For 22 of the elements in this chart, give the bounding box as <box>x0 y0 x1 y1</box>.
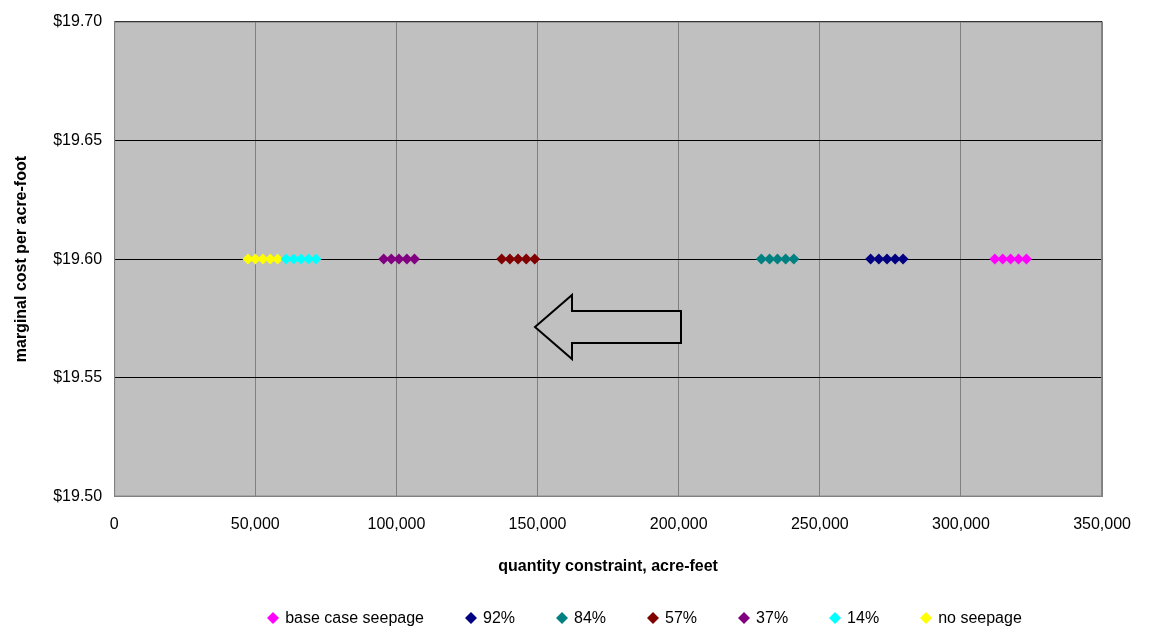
x-tick-label: 350,000 <box>1073 514 1132 532</box>
legend-label: 57% <box>665 609 698 627</box>
x-axis-title: quantity constraint, acre-feet <box>498 556 719 574</box>
legend-label: base case seepage <box>285 609 424 627</box>
y-tick-label: $19.60 <box>53 249 103 267</box>
legend-label: 14% <box>847 609 880 627</box>
y-tick-label: $19.70 <box>53 12 103 30</box>
x-tick-label: 50,000 <box>230 514 280 532</box>
y-tick-label: $19.65 <box>53 130 103 148</box>
y-axis-title: marginal cost per acre-foot <box>12 155 30 363</box>
x-tick-label: 300,000 <box>932 514 990 532</box>
x-tick-label: 200,000 <box>649 514 708 532</box>
legend-label: no seepage <box>938 609 1022 627</box>
x-tick-label: 0 <box>109 514 119 532</box>
y-tick-label: $19.50 <box>53 487 103 505</box>
legend-label: 37% <box>756 609 789 627</box>
legend-label: 92% <box>482 609 516 627</box>
x-tick-label: 100,000 <box>367 514 426 532</box>
y-tick-label: $19.55 <box>53 368 103 386</box>
legend-label: 84% <box>574 609 607 627</box>
x-tick-label: 150,000 <box>508 514 567 532</box>
x-tick-label: 250,000 <box>790 514 849 532</box>
